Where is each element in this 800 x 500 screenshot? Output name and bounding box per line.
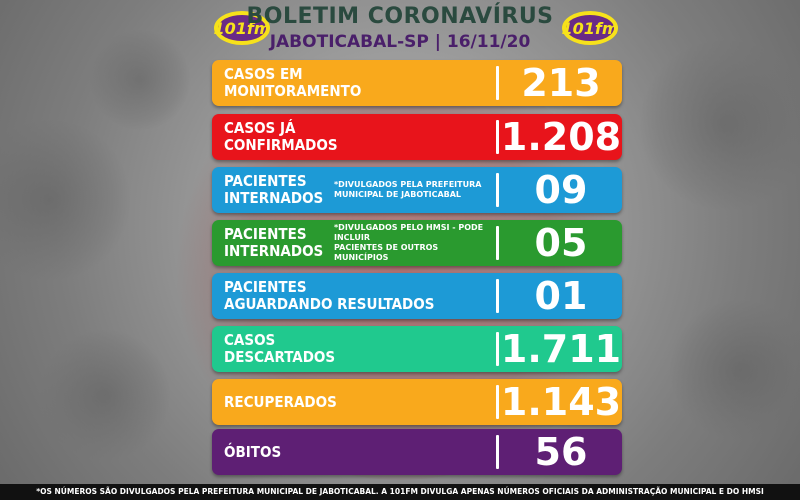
background-virus-illustration xyxy=(90,30,190,130)
stat-row-confirmed: CASOS JÁ CONFIRMADOS 1.208 xyxy=(212,114,622,160)
bulletin-title: BOLETIM CORONAVÍRUS xyxy=(246,4,554,29)
stat-row-monitoring: CASOS EM MONITORAMENTO 213 xyxy=(212,60,622,106)
divider xyxy=(496,279,499,313)
stat-value: 01 xyxy=(534,274,588,318)
stat-value: 56 xyxy=(534,430,588,474)
svg-text:101fm: 101fm xyxy=(561,19,618,38)
stat-label: CASOS DESCARTADOS xyxy=(224,331,336,366)
stat-row-hospitalized-prefeitura: PACIENTES INTERNADOS *DIVULGADOS PELA PR… xyxy=(212,167,622,213)
stat-label: PACIENTES INTERNADOS xyxy=(224,225,324,260)
stat-row-recovered: RECUPERADOS 1.143 xyxy=(212,379,622,425)
stat-label: PACIENTES AGUARDANDO RESULTADOS xyxy=(224,278,435,313)
background-virus-illustration xyxy=(670,300,800,440)
divider xyxy=(496,173,499,207)
background-virus-illustration xyxy=(40,330,170,460)
stat-row-hospitalized-hmsi: PACIENTES INTERNADOS *DIVULGADOS PELO HM… xyxy=(212,220,622,266)
stat-value: 1.208 xyxy=(500,115,622,159)
radio-logo-right: 101fm xyxy=(560,8,620,48)
stat-label: CASOS EM MONITORAMENTO xyxy=(224,65,362,100)
stat-label: RECUPERADOS xyxy=(224,392,337,411)
stat-label: CASOS JÁ CONFIRMADOS xyxy=(224,119,338,154)
radio-logo-left: 101fm xyxy=(212,8,272,48)
stat-label: ÓBITOS xyxy=(224,442,282,461)
stat-note: *DIVULGADOS PELO HMSI - PODE INCLUIR PAC… xyxy=(334,223,484,262)
stat-row-deaths: ÓBITOS 56 xyxy=(212,429,622,475)
stat-row-awaiting-results: PACIENTES AGUARDANDO RESULTADOS 01 xyxy=(212,273,622,319)
stat-value: 213 xyxy=(521,61,601,105)
footer-disclaimer: *OS NÚMEROS SÃO DIVULGADOS PELA PREFEITU… xyxy=(0,484,800,500)
divider xyxy=(496,435,499,469)
stat-label: PACIENTES INTERNADOS xyxy=(224,172,324,207)
divider xyxy=(496,120,499,154)
stat-value: 1.143 xyxy=(500,380,622,424)
divider xyxy=(496,226,499,260)
svg-text:101fm: 101fm xyxy=(213,19,270,38)
stat-value: 05 xyxy=(534,221,588,265)
background-virus-illustration xyxy=(0,120,130,280)
background-virus-illustration xyxy=(640,40,800,210)
stat-row-discarded: CASOS DESCARTADOS 1.711 xyxy=(212,326,622,372)
bulletin-subtitle: JABOTICABAL-SP | 16/11/20 xyxy=(269,32,531,52)
stat-value: 1.711 xyxy=(500,327,622,371)
stat-value: 09 xyxy=(534,168,588,212)
divider xyxy=(496,385,499,419)
header: 101fm BOLETIM CORONAVÍRUS JABOTICABAL-SP… xyxy=(0,0,800,58)
stat-note: *DIVULGADOS PELA PREFEITURA MUNICIPAL DE… xyxy=(334,180,482,199)
divider xyxy=(496,332,499,366)
divider xyxy=(496,66,499,100)
